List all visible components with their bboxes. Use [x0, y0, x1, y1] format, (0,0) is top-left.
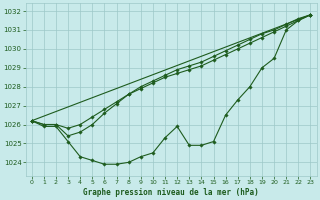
X-axis label: Graphe pression niveau de la mer (hPa): Graphe pression niveau de la mer (hPa) [83, 188, 259, 197]
